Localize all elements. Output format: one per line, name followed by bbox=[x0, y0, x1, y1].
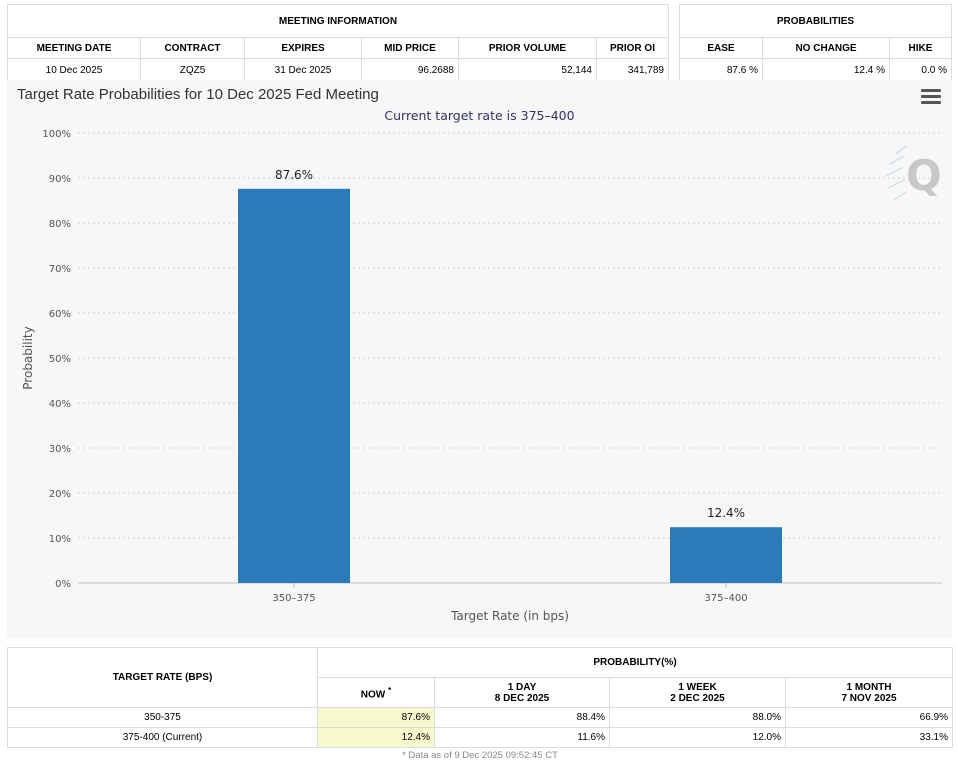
rate-cell: 375-400 (Current) bbox=[7, 727, 318, 748]
value-cell: 88.4% bbox=[434, 707, 610, 728]
x-tick-label: 375–400 bbox=[704, 593, 747, 604]
y-tick-label: 100% bbox=[42, 129, 71, 140]
y-tick-label: 20% bbox=[49, 489, 71, 500]
period-date: 7 NOV 2025 bbox=[841, 692, 897, 704]
meeting-info-table: MEETING INFORMATION MEETING DATE CONTRAC… bbox=[7, 4, 669, 82]
probability-group-header: PROBABILITY(%) bbox=[317, 647, 953, 678]
value-cell: 88.0% bbox=[609, 707, 786, 728]
chart-subtitle: Current target rate is 375–400 bbox=[384, 108, 575, 123]
y-tick-label: 10% bbox=[49, 534, 71, 545]
chart-title: Target Rate Probabilities for 10 Dec 202… bbox=[17, 86, 379, 103]
col-mid-price: MID PRICE bbox=[361, 37, 459, 59]
bar bbox=[238, 188, 350, 584]
col-meeting-date: MEETING DATE bbox=[7, 37, 141, 59]
y-tick-label: 0% bbox=[55, 579, 71, 590]
y-axis-title: Probability bbox=[21, 326, 35, 389]
period-label: 1 MONTH bbox=[846, 681, 892, 693]
col-no-change: NO CHANGE bbox=[762, 37, 890, 59]
col-hike: HIKE bbox=[889, 37, 952, 59]
value-cell: 33.1% bbox=[785, 727, 953, 748]
now-cell: 12.4% bbox=[317, 727, 435, 748]
data-timestamp-footnote: * Data as of 9 Dec 2025 09:52:45 CT bbox=[402, 750, 558, 761]
y-tick-label: 60% bbox=[49, 309, 71, 320]
ease-value: 87.6 % bbox=[679, 58, 763, 82]
col-prior-volume: PRIOR VOLUME bbox=[458, 37, 597, 59]
col-1-day: 1 DAY 8 DEC 2025 bbox=[434, 677, 610, 708]
data-label: 87.6% bbox=[275, 168, 313, 182]
prior-volume-value: 52,144 bbox=[458, 58, 597, 82]
col-prior-oi: PRIOR OI bbox=[596, 37, 669, 59]
probability-history-table: TARGET RATE (BPS) PROBABILITY(%) NOW * 1… bbox=[7, 647, 953, 748]
hamburger-menu-icon[interactable] bbox=[921, 89, 941, 105]
now-label: NOW bbox=[360, 689, 386, 701]
watermark-text: Q bbox=[906, 151, 942, 200]
y-tick-label: 50% bbox=[49, 354, 71, 365]
now-cell: 87.6% bbox=[317, 707, 435, 728]
meeting-info-title: MEETING INFORMATION bbox=[7, 4, 669, 38]
hike-value: 0.0 % bbox=[889, 58, 952, 82]
table-row: 375-400 (Current) 12.4% 11.6% 12.0% 33.1… bbox=[7, 727, 953, 748]
period-label: 1 WEEK bbox=[678, 681, 717, 693]
now-marker: * bbox=[387, 684, 392, 695]
meeting-date-value: 10 Dec 2025 bbox=[7, 58, 141, 82]
mid-price-value: 96.2688 bbox=[361, 58, 459, 82]
rate-cell: 350-375 bbox=[7, 707, 318, 728]
probabilities-title: PROBABILITIES bbox=[679, 4, 952, 38]
y-tick-label: 80% bbox=[49, 219, 71, 230]
value-cell: 12.0% bbox=[609, 727, 786, 748]
prior-oi-value: 341,789 bbox=[596, 58, 669, 82]
y-tick-label: 40% bbox=[49, 399, 71, 410]
col-target-rate: TARGET RATE (BPS) bbox=[7, 647, 318, 708]
col-now: NOW * bbox=[317, 677, 435, 708]
bar bbox=[670, 527, 782, 583]
col-1-month: 1 MONTH 7 NOV 2025 bbox=[785, 677, 953, 708]
value-cell: 11.6% bbox=[434, 727, 610, 748]
data-label: 12.4% bbox=[707, 506, 745, 520]
col-contract: CONTRACT bbox=[140, 37, 245, 59]
period-date: 8 DEC 2025 bbox=[494, 692, 550, 704]
contract-value: ZQZ5 bbox=[140, 58, 245, 82]
probabilities-table: PROBABILITIES EASE NO CHANGE HIKE 87.6 %… bbox=[679, 4, 952, 82]
x-axis-title: Target Rate (in bps) bbox=[450, 609, 569, 623]
chart-panel: Target Rate Probabilities for 10 Dec 202… bbox=[7, 80, 952, 638]
expires-value: 31 Dec 2025 bbox=[244, 58, 362, 82]
period-date: 2 DEC 2025 bbox=[670, 692, 725, 704]
y-tick-label: 70% bbox=[49, 264, 71, 275]
col-expires: EXPIRES bbox=[244, 37, 362, 59]
period-label: 1 DAY bbox=[507, 681, 537, 693]
y-tick-label: 30% bbox=[49, 444, 71, 455]
y-tick-label: 90% bbox=[49, 174, 71, 185]
x-tick-label: 350–375 bbox=[272, 593, 315, 604]
bar-chart: 0% 10% 20% 30% 40% 50% 60% 70% 80% 90% 100% 87.6% 35… bbox=[21, 129, 942, 623]
table-row: 350-375 87.6% 88.4% 88.0% 66.9% bbox=[7, 707, 953, 728]
col-1-week: 1 WEEK 2 DEC 2025 bbox=[609, 677, 786, 708]
col-ease: EASE bbox=[679, 37, 763, 59]
no-change-value: 12.4 % bbox=[762, 58, 890, 82]
value-cell: 66.9% bbox=[785, 707, 953, 728]
quikstrike-logo-icon: Q bbox=[885, 145, 942, 201]
